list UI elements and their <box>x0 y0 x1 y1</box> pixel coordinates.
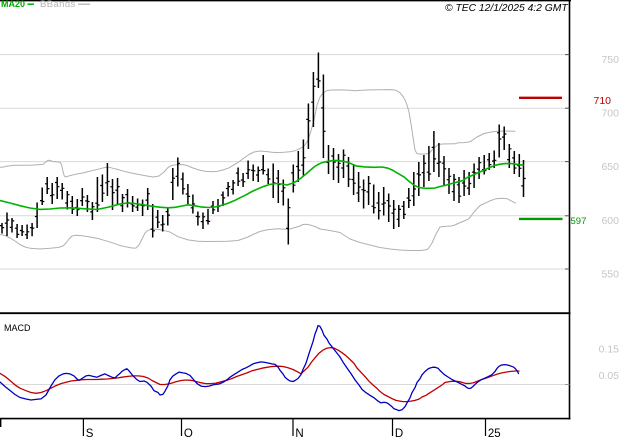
svg-text:25: 25 <box>488 428 501 440</box>
svg-text:700: 700 <box>601 108 619 120</box>
svg-text:550: 550 <box>601 268 619 280</box>
svg-text:S: S <box>86 428 94 440</box>
svg-text:0.05: 0.05 <box>599 370 620 382</box>
svg-text:O: O <box>184 428 193 440</box>
svg-text:BBands: BBands <box>40 0 76 10</box>
svg-text:© TEC 12/1/2025 4:2 GMT: © TEC 12/1/2025 4:2 GMT <box>445 3 568 14</box>
svg-text:D: D <box>395 428 403 440</box>
svg-text:0.15: 0.15 <box>599 344 620 356</box>
svg-text:710: 710 <box>594 95 612 107</box>
svg-text:750: 750 <box>601 54 619 66</box>
svg-text:MA20: MA20 <box>1 0 25 9</box>
svg-text:N: N <box>295 428 303 440</box>
svg-text:650: 650 <box>601 161 619 173</box>
svg-text:597: 597 <box>571 216 587 227</box>
svg-text:600: 600 <box>601 215 619 227</box>
svg-text:MACD: MACD <box>4 323 31 333</box>
